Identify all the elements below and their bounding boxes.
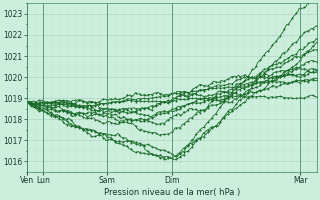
X-axis label: Pression niveau de la mer( hPa ): Pression niveau de la mer( hPa ): [104, 188, 240, 197]
